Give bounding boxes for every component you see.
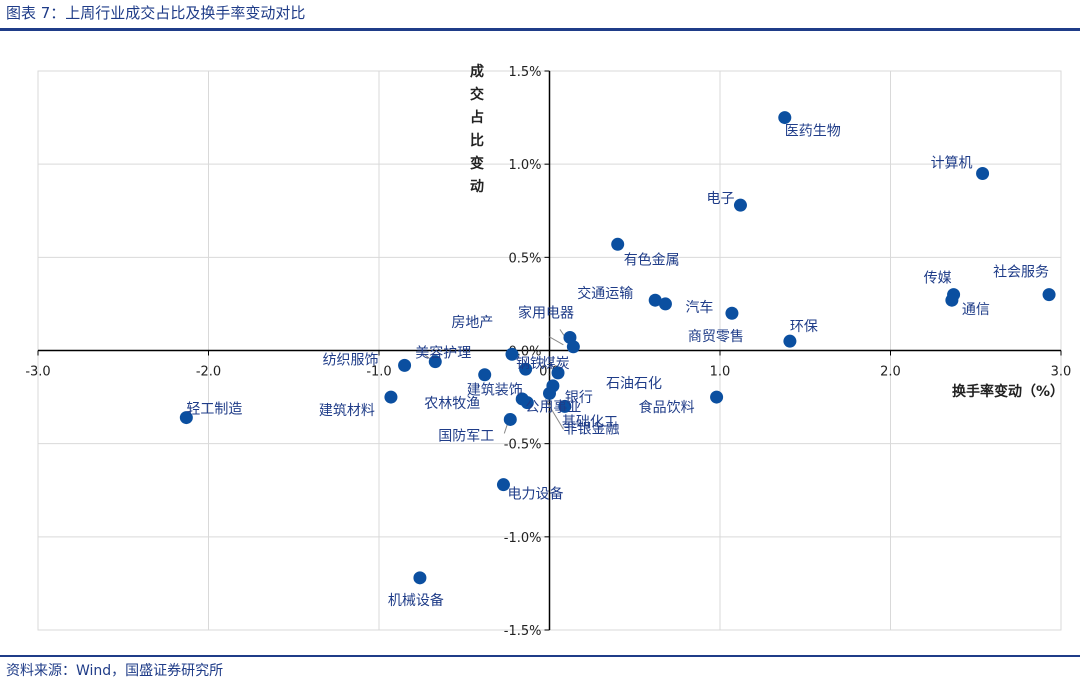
label-传媒: 传媒 bbox=[924, 271, 952, 287]
label-食品饮料: 食品饮料 bbox=[639, 399, 695, 416]
y-axis-title: 成交占比变动 bbox=[470, 63, 484, 195]
label-钢铁: 钢铁 bbox=[516, 356, 544, 372]
point-交通运输 bbox=[648, 293, 662, 307]
label-机械设备: 机械设备 bbox=[388, 592, 444, 609]
data-points bbox=[179, 111, 1056, 585]
label-基础化工: 基础化工 bbox=[562, 413, 618, 430]
point-医药生物 bbox=[778, 111, 792, 125]
label-医药生物: 医药生物 bbox=[785, 124, 841, 140]
point-纺织服饰 bbox=[398, 358, 412, 372]
x-tick-label: 1.0 bbox=[710, 365, 731, 380]
label-交通运输: 交通运输 bbox=[577, 285, 633, 302]
label-非银金融: 非银金融 bbox=[564, 421, 620, 437]
point-有色金属 bbox=[611, 237, 625, 251]
point-美容护理 bbox=[428, 355, 442, 369]
point-建筑材料 bbox=[384, 390, 398, 404]
label-石油石化: 石油石化 bbox=[606, 376, 662, 392]
label-电力设备: 电力设备 bbox=[507, 486, 563, 503]
label-建筑材料: 建筑材料 bbox=[319, 403, 375, 419]
label-建筑装饰: 建筑装饰 bbox=[467, 383, 523, 399]
x-axis-title: 换手率变动（%） bbox=[952, 383, 1064, 400]
label-房地产: 房地产 bbox=[451, 315, 493, 331]
label-环保: 环保 bbox=[790, 319, 818, 335]
x-tick-label: -2.0 bbox=[196, 365, 221, 380]
label-纺织服饰: 纺织服饰 bbox=[323, 352, 379, 368]
point-机械设备 bbox=[413, 571, 427, 585]
x-tick-label: 3.0 bbox=[1051, 365, 1072, 380]
label-社会服务: 社会服务 bbox=[993, 265, 1049, 281]
label-美容护理: 美容护理 bbox=[415, 345, 471, 362]
label-商贸零售: 商贸零售 bbox=[688, 329, 744, 345]
footer-rule bbox=[0, 655, 1080, 657]
label-家用电器: 家用电器 bbox=[518, 304, 574, 321]
point-环保 bbox=[783, 334, 797, 348]
y-tick-label: -1.0% bbox=[504, 531, 542, 546]
label-通信: 通信 bbox=[962, 302, 990, 318]
point-煤炭 bbox=[519, 362, 533, 376]
leader-非银金融 bbox=[545, 399, 564, 430]
y-tick-label: -1.5% bbox=[504, 624, 542, 639]
label-农林牧渔: 农林牧渔 bbox=[424, 396, 480, 412]
point-汽车 bbox=[658, 297, 672, 311]
point-电子 bbox=[733, 198, 747, 212]
label-国防军工: 国防军工 bbox=[438, 428, 494, 444]
label-有色金属: 有色金属 bbox=[624, 251, 680, 268]
label-公用事业: 公用事业 bbox=[525, 400, 581, 416]
x-tick-label: -3.0 bbox=[25, 365, 50, 380]
source-note: 资料来源：Wind，国盛证券研究所 bbox=[6, 663, 224, 679]
point-通信 bbox=[945, 293, 959, 307]
y-tick-label: -0.5% bbox=[504, 438, 542, 453]
x-tick-label: 2.0 bbox=[880, 365, 901, 380]
tick-labels: -3.0 -2.0 -1.0 0.0 1.0 2.0 3.0-1.5%-1.0%-0.5%0… bbox=[25, 65, 1071, 639]
header-rule bbox=[0, 28, 1080, 31]
label-银行: 银行 bbox=[565, 390, 593, 406]
point-轻工制造 bbox=[179, 411, 193, 425]
y-tick-label: 1.0% bbox=[508, 158, 541, 173]
point-国防军工 bbox=[503, 412, 517, 426]
point-计算机 bbox=[976, 166, 990, 180]
label-汽车: 汽车 bbox=[685, 299, 713, 316]
label-电子: 电子 bbox=[706, 191, 734, 207]
point-钢铁 bbox=[505, 347, 519, 361]
label-计算机: 计算机 bbox=[931, 155, 973, 171]
leader-家用电器 bbox=[559, 329, 565, 336]
point-非银金融 bbox=[543, 386, 556, 400]
point-食品饮料 bbox=[710, 390, 724, 404]
leader-房地产 bbox=[549, 336, 564, 346]
y-tick-label: 0.5% bbox=[508, 251, 541, 266]
point-电力设备 bbox=[496, 478, 510, 492]
point-社会服务 bbox=[1042, 288, 1056, 302]
x-tick-label: -1.0 bbox=[366, 365, 391, 380]
label-煤炭: 煤炭 bbox=[542, 356, 570, 372]
point-商贸零售 bbox=[725, 306, 739, 320]
point-公用事业 bbox=[520, 396, 534, 410]
point-房地产 bbox=[566, 340, 580, 354]
point-基础化工 bbox=[558, 399, 572, 413]
point-石油石化 bbox=[551, 366, 565, 380]
chart-title: 图表 7：上周行业成交占比及换手率变动对比 bbox=[6, 4, 306, 22]
y-tick-label: 1.5% bbox=[508, 65, 541, 80]
axes bbox=[37, 70, 1062, 631]
label-轻工制造: 轻工制造 bbox=[186, 402, 242, 418]
point-建筑装饰 bbox=[478, 368, 492, 382]
